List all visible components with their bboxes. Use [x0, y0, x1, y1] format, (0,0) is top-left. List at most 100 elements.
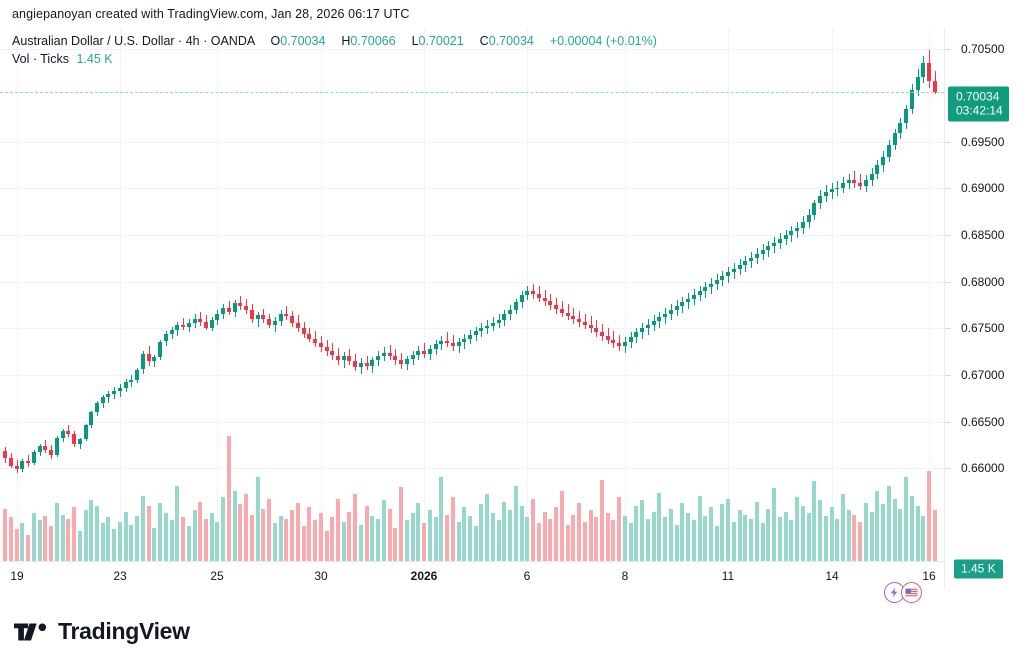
volume-bar: [887, 486, 891, 561]
volume-bar: [101, 523, 105, 561]
volume-bar: [881, 504, 885, 561]
volume-bar: [290, 510, 294, 561]
volume-bar: [388, 509, 392, 561]
volume-bar: [112, 529, 116, 561]
legend-volume-label[interactable]: Vol · Ticks: [12, 52, 69, 66]
volume-bar: [72, 507, 76, 561]
price-axis[interactable]: 0.70500 0.69500 0.69000 0.68500 0.68000 0.675…: [944, 28, 1024, 589]
candle-body: [474, 331, 478, 335]
volume-bar: [640, 500, 644, 561]
candle-body: [594, 328, 598, 333]
candle-body: [566, 312, 570, 317]
volume-bar: [531, 499, 535, 561]
volume-bar: [543, 512, 547, 561]
volume-bar: [49, 526, 53, 561]
candle-body: [784, 235, 788, 239]
candle-body: [830, 189, 834, 193]
legend-volume-row: Vol · Ticks 1.45 K: [12, 50, 657, 68]
volume-bar: [32, 513, 36, 561]
volume-bar: [537, 523, 541, 561]
grid-line-vertical: [832, 28, 833, 561]
candle-body: [101, 397, 105, 404]
candle-body: [170, 330, 174, 335]
candle-body: [537, 293, 541, 298]
candle-body: [290, 316, 294, 323]
legend-interval[interactable]: 4h: [185, 34, 200, 48]
volume-bar: [583, 522, 587, 561]
candle-body: [198, 319, 202, 322]
grid-line-vertical: [929, 28, 930, 561]
volume-value-tag: 1.45 K: [954, 559, 1003, 579]
candle-body: [858, 182, 862, 186]
candle-body: [20, 460, 24, 470]
candle-body: [778, 238, 782, 243]
volume-bar: [789, 520, 793, 561]
price-axis-label: 0.67000: [961, 368, 1005, 383]
volume-bar: [520, 506, 524, 561]
tradingview-logo[interactable]: TradingView: [14, 618, 190, 645]
candle-body: [812, 203, 816, 215]
candle-body: [629, 336, 633, 342]
time-axis[interactable]: 1923253020266811141620222528: [0, 561, 944, 590]
candle-body: [112, 390, 116, 394]
volume-bar: [296, 503, 300, 561]
volume-bar: [422, 523, 426, 561]
volume-bar: [525, 517, 529, 561]
candle-body: [824, 192, 828, 196]
us-flag-icon[interactable]: [901, 582, 922, 603]
candle-body: [525, 291, 529, 295]
tradingview-mark-icon: [14, 623, 47, 640]
volume-bar: [181, 517, 185, 561]
candle-wick: [619, 334, 620, 351]
price-axis-dash: [945, 421, 951, 423]
time-axis-label: 14: [825, 569, 839, 583]
volume-bar: [898, 509, 902, 561]
candle-body: [502, 314, 506, 321]
candle-body: [921, 63, 925, 77]
volume-bar: [720, 504, 724, 561]
volume-bar: [663, 517, 667, 561]
candle-body: [181, 324, 185, 327]
candle-body: [847, 180, 851, 183]
volume-bar: [118, 522, 122, 561]
time-axis-label: 25: [210, 569, 224, 583]
candle-body: [3, 450, 7, 459]
candle-body: [864, 180, 868, 186]
volume-bar: [158, 503, 162, 561]
volume-bar: [646, 519, 650, 561]
price-axis-dash: [945, 468, 951, 470]
candle-body: [405, 359, 409, 364]
volume-bar: [382, 500, 386, 561]
legend-high-key: H: [341, 34, 351, 48]
grid-line-vertical: [728, 28, 729, 561]
volume-bar: [864, 503, 868, 561]
grid-line-horizontal: [0, 421, 944, 423]
price-axis-dash: [945, 375, 951, 377]
candle-body: [795, 227, 799, 232]
volume-bar: [502, 502, 506, 561]
candle-wick: [854, 170, 855, 188]
chart-plot-area[interactable]: [0, 28, 944, 561]
legend-sep-2: ·: [203, 34, 208, 48]
candle-body: [818, 195, 822, 204]
volume-bar: [135, 516, 139, 561]
volume-bar: [927, 471, 931, 561]
volume-bar: [198, 502, 202, 561]
volume-bar: [634, 506, 638, 561]
candle-body: [875, 165, 879, 174]
volume-bar: [342, 522, 346, 561]
candle-wick: [183, 318, 184, 331]
volume-bar: [629, 523, 633, 561]
volume-bar: [411, 513, 415, 561]
volume-bar: [709, 507, 713, 561]
current-price-line: [0, 92, 944, 93]
candle-body: [388, 352, 392, 357]
volume-bar: [15, 529, 19, 561]
legend-symbol[interactable]: Australian Dollar / U.S. Dollar: [12, 34, 175, 48]
legend-low-key: L: [411, 34, 419, 48]
candle-body: [66, 431, 70, 434]
volume-bar: [336, 499, 340, 561]
volume-bar: [439, 477, 443, 561]
candle-body: [55, 437, 59, 456]
current-price-tag: 0.70034 03:42:14: [948, 86, 1009, 122]
